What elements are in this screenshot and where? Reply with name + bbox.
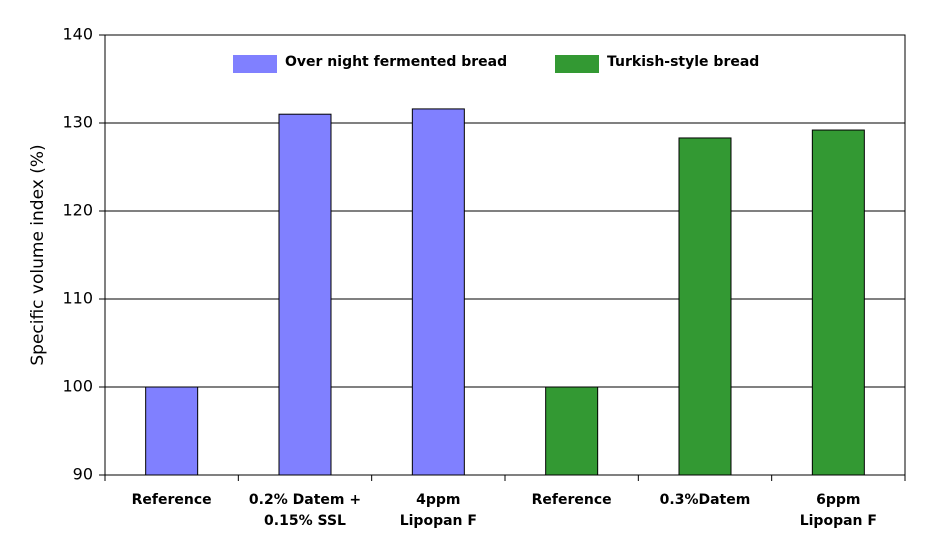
x-tick-label: 0.2% Datem +	[249, 492, 361, 508]
x-tick-label: Reference	[532, 492, 612, 508]
legend-label: Over night fermented bread	[285, 54, 507, 70]
y-tick-label: 140	[62, 25, 93, 44]
y-axis-label: Specific volume index (%)	[28, 144, 48, 365]
plot-border	[104, 34, 906, 476]
y-tick-label: 110	[62, 289, 93, 308]
bar	[811, 129, 865, 476]
legend-label: Turkish-style bread	[607, 54, 759, 70]
x-tick-label: 6ppm	[816, 492, 860, 508]
y-tick-label: 90	[73, 465, 93, 484]
x-tick-label: 0.15% SSL	[264, 513, 346, 529]
legend-swatch	[555, 55, 599, 73]
bar	[678, 137, 732, 476]
y-tick-label: 120	[62, 201, 93, 220]
bar	[145, 386, 199, 476]
y-tick-label: 130	[62, 113, 93, 132]
bar	[545, 386, 599, 476]
bar	[278, 113, 332, 476]
x-tick-label: Reference	[132, 492, 212, 508]
x-tick-label: 4ppm	[416, 492, 460, 508]
x-tick-label: Lipopan F	[800, 513, 877, 529]
x-tick-label: 0.3%Datem	[660, 492, 751, 508]
bar	[411, 108, 465, 476]
y-tick-label: 100	[62, 377, 93, 396]
x-tick-label: Lipopan F	[400, 513, 477, 529]
legend-swatch	[233, 55, 277, 73]
